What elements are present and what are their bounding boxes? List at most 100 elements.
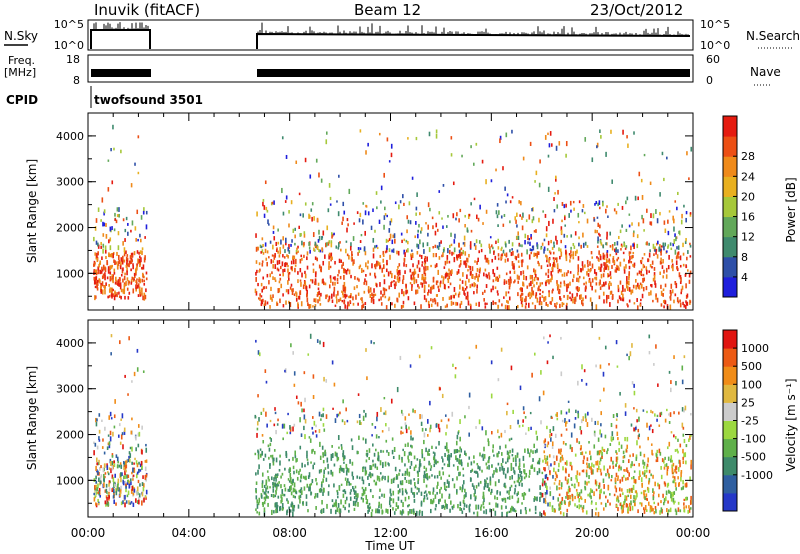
echo-cell bbox=[314, 493, 317, 498]
echo-cell bbox=[659, 192, 661, 197]
echo-cell bbox=[549, 263, 551, 267]
echo-cell bbox=[646, 422, 648, 428]
echo-cell bbox=[402, 300, 405, 305]
echo-cell bbox=[134, 457, 136, 461]
echo-cell bbox=[548, 454, 551, 458]
echo-cell bbox=[620, 444, 623, 449]
echo-cell bbox=[361, 297, 363, 302]
echo-cell bbox=[636, 419, 638, 423]
echo-cell bbox=[308, 241, 310, 246]
echo-cell bbox=[96, 257, 99, 263]
echo-cell bbox=[597, 202, 599, 207]
echo-cell bbox=[531, 464, 534, 469]
echo-cell bbox=[568, 485, 570, 489]
echo-cell bbox=[115, 502, 117, 506]
echo-cell bbox=[334, 276, 336, 281]
echo-cell bbox=[633, 383, 635, 388]
echo-cell bbox=[326, 294, 328, 298]
echo-cell bbox=[528, 488, 531, 492]
echo-cell bbox=[676, 252, 679, 257]
echo-cell bbox=[459, 278, 461, 281]
echo-cell bbox=[517, 478, 520, 483]
echo-cell bbox=[332, 504, 334, 508]
echo-cell bbox=[290, 260, 293, 265]
echo-cell bbox=[348, 188, 351, 195]
echo-cell bbox=[123, 247, 126, 253]
echo-cell bbox=[316, 339, 319, 343]
echo-cell bbox=[399, 200, 402, 204]
echo-cell bbox=[663, 246, 665, 251]
echo-cell bbox=[544, 467, 546, 472]
echo-cell bbox=[488, 243, 491, 249]
echo-cell bbox=[448, 458, 450, 463]
echo-cell bbox=[441, 493, 443, 499]
echo-cell bbox=[582, 232, 584, 238]
nave-tick-low: 0 bbox=[706, 74, 713, 87]
echo-cell bbox=[395, 508, 397, 512]
echo-cell bbox=[108, 289, 111, 293]
echo-cell bbox=[386, 245, 388, 250]
echo-cell bbox=[636, 234, 639, 239]
echo-cell bbox=[547, 341, 549, 344]
echo-cell bbox=[505, 505, 507, 509]
echo-cell bbox=[419, 460, 421, 466]
echo-cell bbox=[477, 257, 479, 263]
echo-cell bbox=[335, 502, 338, 508]
echo-cell bbox=[689, 255, 692, 258]
echo-cell bbox=[359, 264, 362, 268]
echo-cell bbox=[374, 275, 377, 279]
echo-cell bbox=[532, 458, 534, 462]
echo-cell bbox=[396, 297, 398, 302]
echo-cell bbox=[101, 419, 103, 422]
echo-cell bbox=[390, 498, 393, 501]
echo-cell bbox=[646, 241, 648, 246]
echo-cell bbox=[103, 482, 105, 488]
echo-cell bbox=[672, 475, 674, 479]
echo-cell bbox=[534, 497, 537, 501]
echo-cell bbox=[96, 252, 98, 258]
echo-cell bbox=[426, 434, 429, 437]
echo-cell bbox=[500, 347, 503, 352]
echo-cell bbox=[128, 336, 130, 341]
echo-cell bbox=[590, 500, 593, 504]
echo-cell bbox=[522, 212, 524, 218]
echo-cell bbox=[123, 430, 126, 435]
echo-cell bbox=[338, 485, 341, 491]
echo-cell bbox=[105, 483, 108, 488]
echo-cell bbox=[423, 288, 426, 293]
echo-cell bbox=[674, 500, 676, 503]
echo-cell bbox=[522, 406, 525, 411]
echo-cell bbox=[559, 503, 562, 508]
echo-cell bbox=[444, 445, 447, 450]
echo-cell bbox=[304, 434, 306, 440]
echo-cell bbox=[686, 151, 688, 156]
echo-cell bbox=[465, 295, 468, 300]
echo-cell bbox=[403, 262, 405, 267]
echo-cell bbox=[678, 230, 680, 234]
echo-cell bbox=[455, 217, 457, 221]
colorbar-tick-label: 8 bbox=[741, 251, 748, 264]
echo-cell bbox=[470, 145, 472, 149]
echo-cell bbox=[281, 507, 284, 511]
echo-cell bbox=[141, 482, 144, 487]
echo-cell bbox=[287, 272, 290, 278]
echo-cell bbox=[553, 209, 556, 213]
echo-cell bbox=[595, 200, 598, 205]
echo-cell bbox=[116, 214, 119, 218]
echo-cell bbox=[371, 263, 373, 269]
echo-cell bbox=[556, 280, 558, 284]
echo-cell bbox=[442, 248, 445, 253]
echo-cell bbox=[551, 290, 554, 294]
echo-cell bbox=[321, 247, 323, 252]
echo-cell bbox=[271, 509, 273, 516]
echo-cell bbox=[660, 507, 663, 513]
echo-cell bbox=[565, 460, 568, 465]
echo-cell bbox=[269, 294, 272, 300]
echo-cell bbox=[502, 223, 505, 227]
echo-cell bbox=[137, 135, 140, 139]
echo-cell bbox=[269, 273, 272, 278]
echo-cell bbox=[131, 276, 134, 280]
echo-cell bbox=[308, 436, 311, 439]
echo-cell bbox=[687, 269, 689, 272]
echo-cell bbox=[94, 285, 97, 289]
